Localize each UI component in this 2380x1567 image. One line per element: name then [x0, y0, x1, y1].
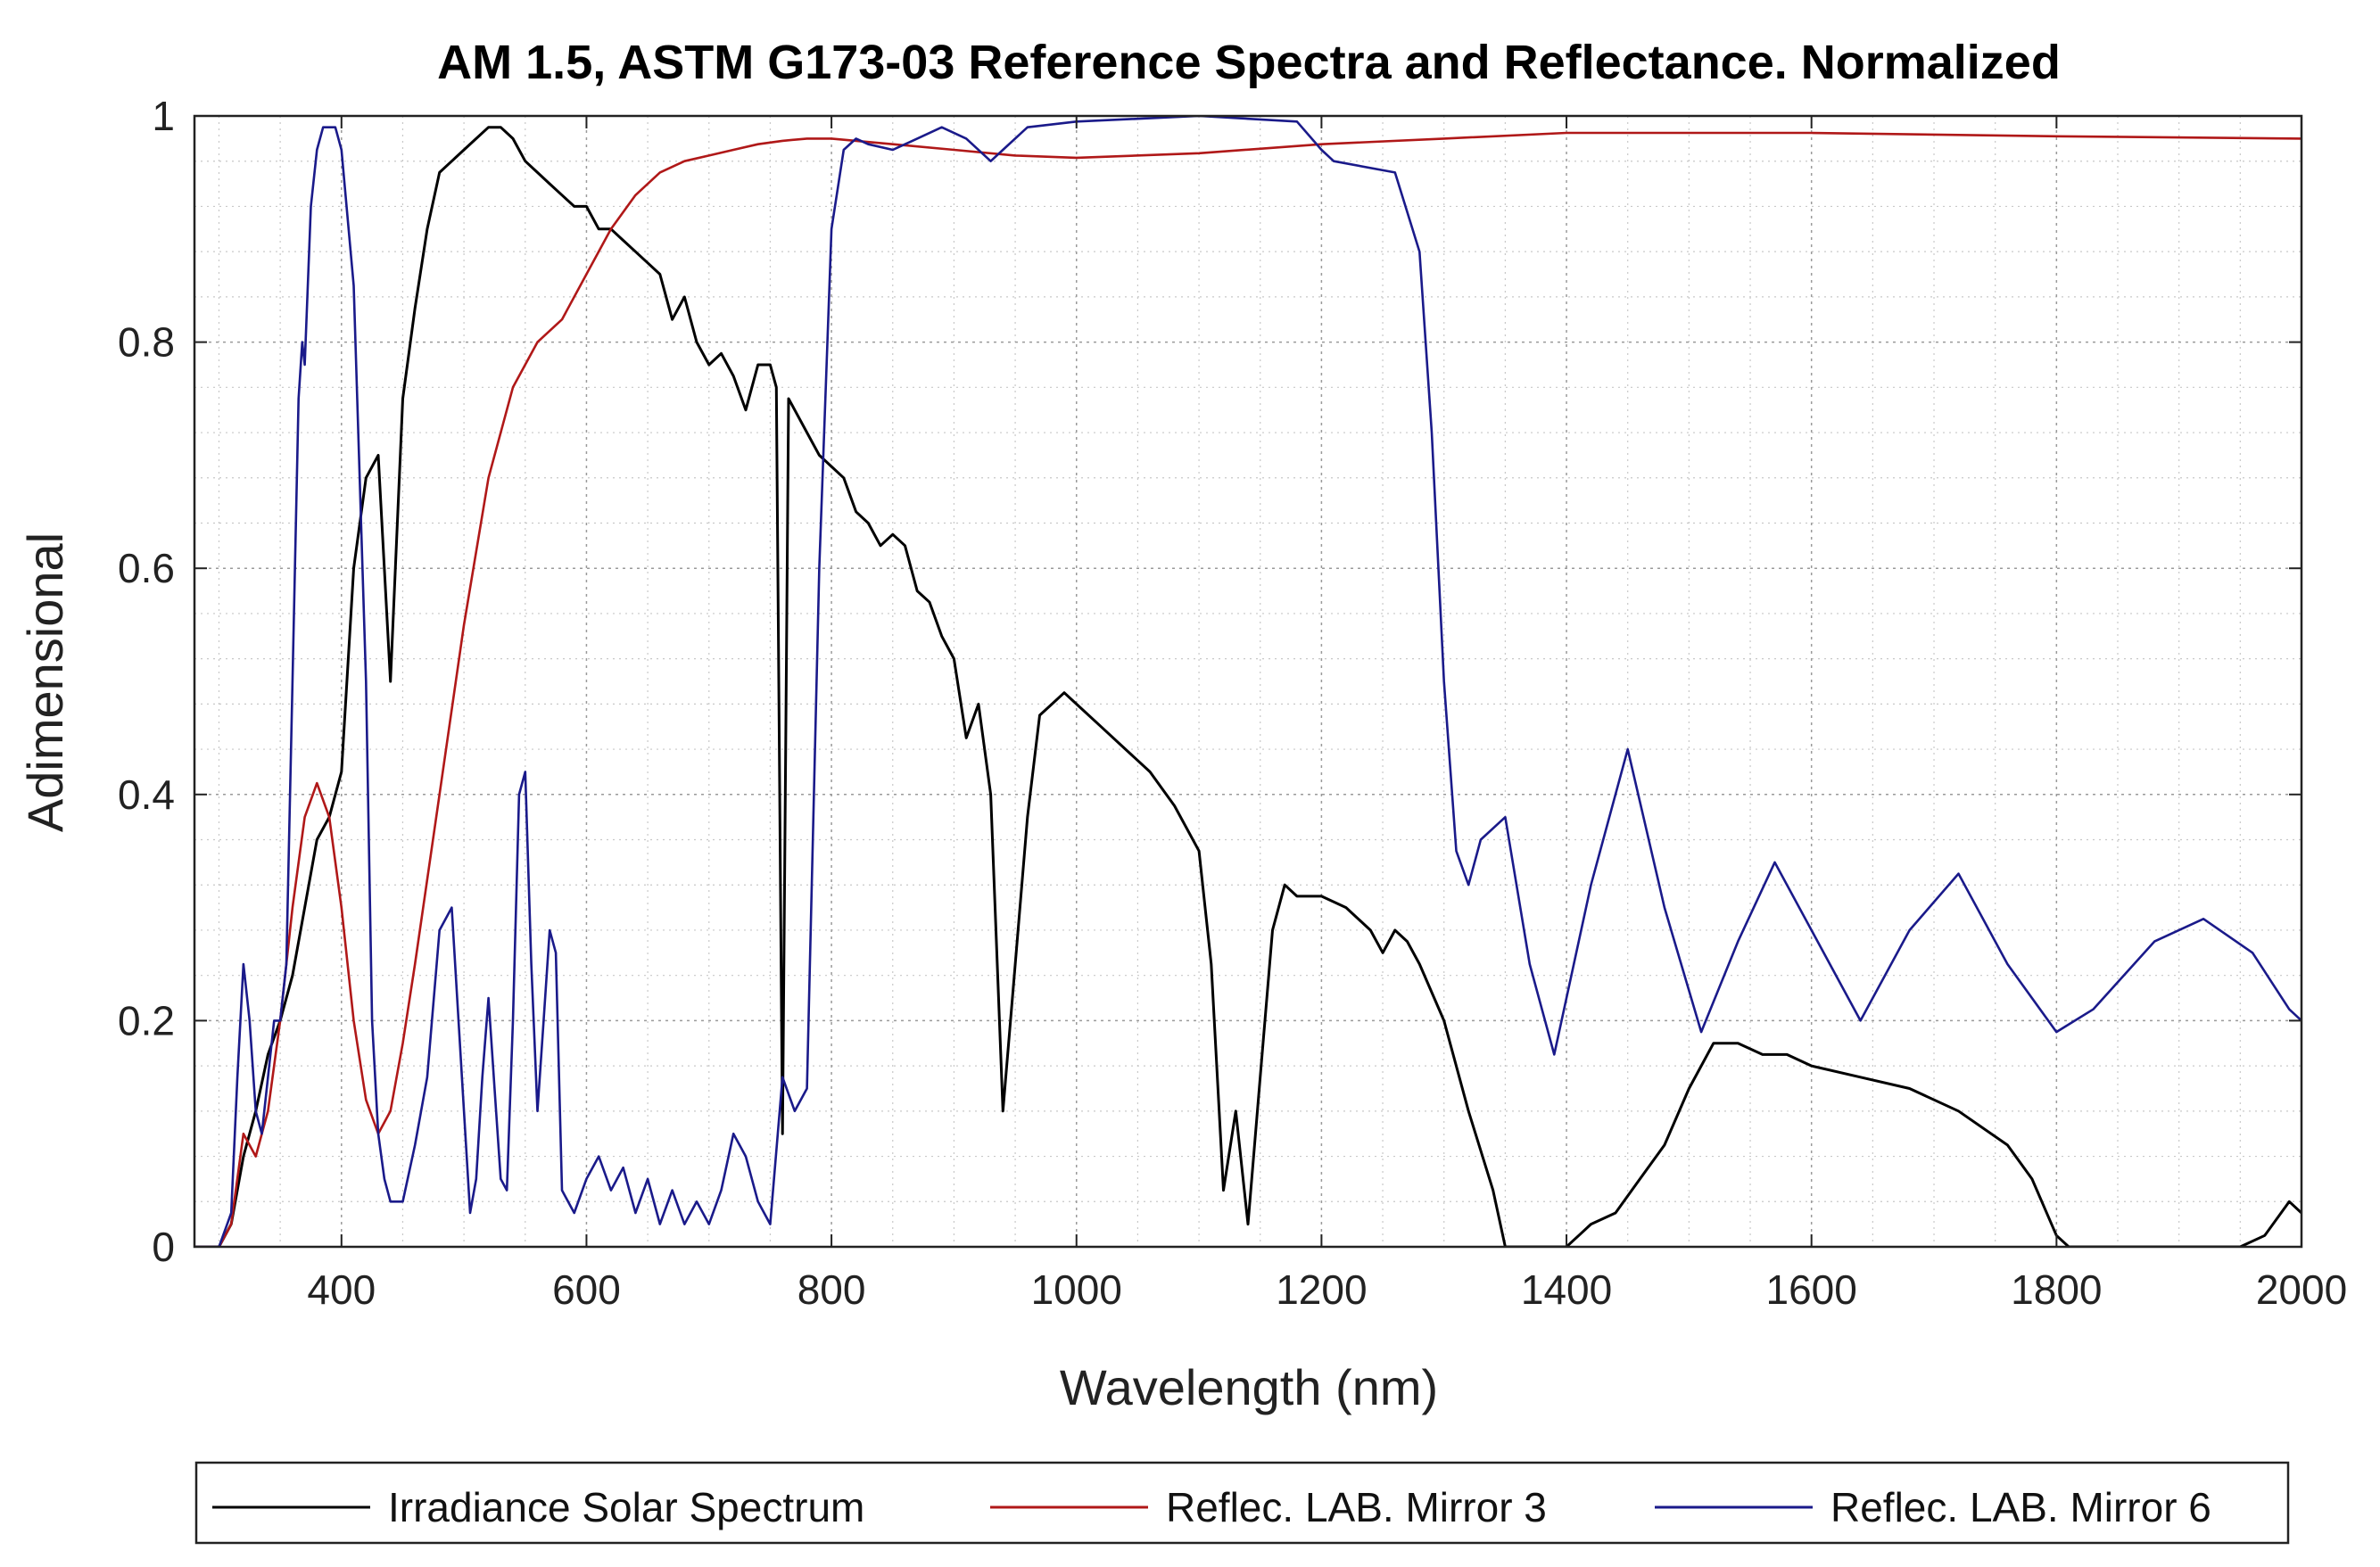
y-tick-label: 0.4 [118, 771, 175, 818]
y-tick-label: 0.2 [118, 997, 175, 1043]
legend-label-mirror-6: Reflec. LAB. Mirror 6 [1830, 1484, 2211, 1530]
x-tick-label: 400 [307, 1266, 376, 1313]
y-tick-label: 0.8 [118, 319, 175, 366]
y-tick-label: 0 [152, 1224, 175, 1270]
x-tick-label: 1600 [1766, 1266, 1857, 1313]
series-mirror-3-line [194, 131, 2301, 1247]
legend-label-mirror-3: Reflec. LAB. Mirror 3 [1166, 1484, 1547, 1530]
plot-background [194, 116, 2301, 1247]
y-tick-label: 1 [152, 93, 175, 139]
series-layer [194, 116, 2301, 1247]
x-tick-label: 1200 [1276, 1266, 1367, 1313]
tick-marks [194, 115, 2302, 1248]
x-tick-label: 1800 [2011, 1266, 2102, 1313]
chart-title: AM 1.5, ASTM G173-03 Reference Spectra a… [437, 36, 2061, 89]
x-axis-label: Wavelength (nm) [1060, 1359, 1438, 1415]
y-tick-label: 0.6 [118, 545, 175, 591]
legend-box [194, 1461, 2290, 1545]
legend-label-irradiance: Irradiance Solar Spectrum [388, 1484, 864, 1530]
y-axis-label: Adimensional [17, 532, 73, 832]
series-mirror-6-line [194, 116, 2301, 1247]
y-tick-labels: 0 0.2 0.4 0.6 0.8 1 [118, 93, 175, 1270]
x-tick-label: 1400 [1521, 1266, 1612, 1313]
x-tick-label: 2000 [2256, 1266, 2347, 1313]
series-irradiance-line [194, 126, 2301, 1247]
x-tick-label: 800 [797, 1266, 866, 1313]
x-tick-labels: 400 600 800 1000 1200 1400 1600 1800 2000 [307, 1266, 2347, 1313]
plot-area [193, 114, 2303, 1249]
legend: Irradiance Solar Spectrum Reflec. LAB. M… [194, 1461, 2290, 1545]
x-tick-label: 1000 [1031, 1266, 1122, 1313]
plot-frame [193, 114, 2303, 1249]
x-tick-label: 600 [552, 1266, 621, 1313]
